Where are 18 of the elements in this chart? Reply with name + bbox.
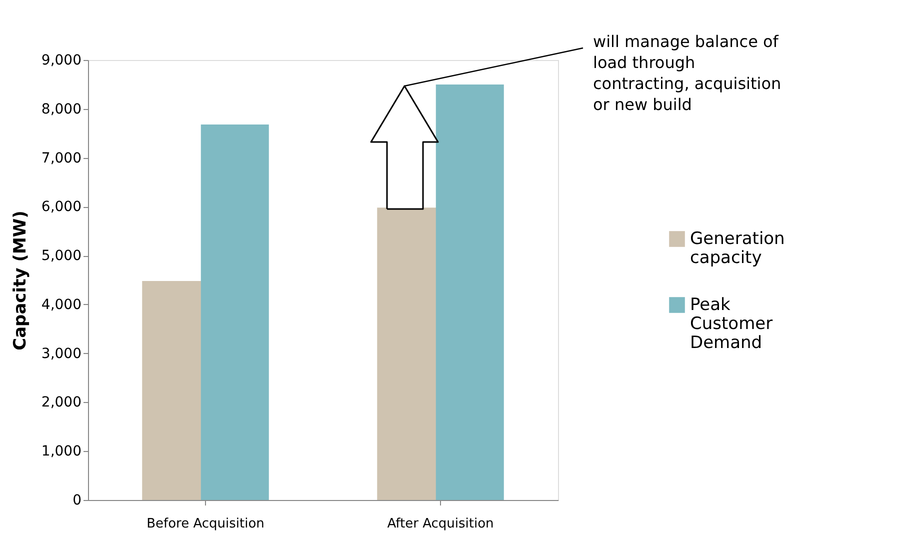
x-tick-label: Before Acquisition (146, 516, 264, 532)
bar (200, 124, 269, 500)
bar (436, 84, 504, 500)
y-tick-label: 5,000 (41, 248, 82, 264)
y-tick-label: 2,000 (41, 394, 82, 411)
y-axis-title: Capacity (MW) (10, 210, 30, 350)
y-tick-label: 9,000 (41, 52, 82, 68)
y-tick-label: 1,000 (41, 444, 82, 460)
y-tick-label: 8,000 (41, 101, 82, 118)
text: will manage balance of load through contracting, acquisition or new build (593, 32, 782, 114)
y-tick-label: 6,000 (41, 199, 82, 216)
legend-label: Generation capacity (690, 229, 785, 268)
y-tick-label: 7,000 (41, 150, 82, 166)
y-tick-label: 3,000 (41, 346, 82, 362)
legend-label: Peak Customer Demand (690, 295, 773, 353)
y-tick-label: 0 (72, 492, 82, 508)
x-tick-label: After Acquisition (387, 516, 494, 532)
y-tick-label: 4,000 (41, 296, 82, 313)
